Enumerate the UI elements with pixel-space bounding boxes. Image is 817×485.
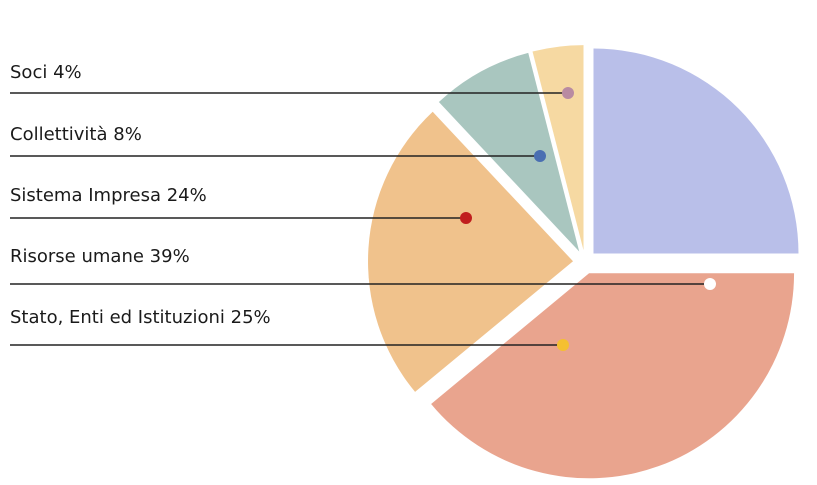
slice-label: Sistema Impresa 24%	[10, 185, 207, 206]
value-label: 24%	[167, 185, 207, 206]
pie-slice	[431, 273, 795, 479]
category-label: Stato, Enti ed Istituzioni	[10, 307, 225, 328]
category-label: Risorse umane	[10, 246, 144, 267]
category-label: Soci	[10, 62, 47, 83]
value-label: 8%	[113, 124, 142, 145]
slice-label: Stato, Enti ed Istituzioni 25%	[10, 307, 271, 328]
slice-label: Collettività 8%	[10, 124, 142, 145]
pie-slice	[368, 111, 574, 392]
category-label: Sistema Impresa	[10, 185, 161, 206]
category-label: Collettività	[10, 124, 108, 145]
marker-dot	[534, 150, 546, 162]
value-label: 25%	[231, 307, 271, 328]
marker-dot	[562, 87, 574, 99]
pie-slice	[593, 48, 799, 254]
marker-dot	[557, 339, 569, 351]
value-label: 4%	[53, 62, 82, 83]
marker-dot	[704, 278, 716, 290]
slice-label: Risorse umane 39%	[10, 246, 190, 267]
pie-slice	[438, 52, 580, 252]
slice-label: Soci 4%	[10, 62, 82, 83]
marker-dot	[460, 212, 472, 224]
value-label: 39%	[150, 246, 190, 267]
